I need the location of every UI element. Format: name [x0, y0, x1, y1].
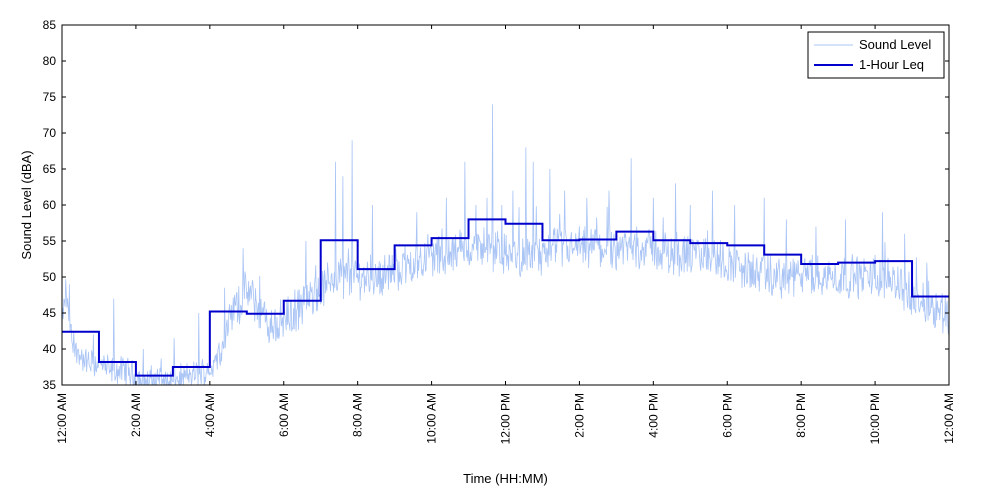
- y-tick-label: 65: [43, 162, 57, 176]
- y-tick-label: 55: [43, 234, 57, 248]
- x-tick-label: 6:00 AM: [277, 393, 291, 437]
- y-tick-label: 45: [43, 306, 57, 320]
- x-tick-label: 8:00 PM: [794, 393, 808, 438]
- x-axis: 12:00 AM 2:00 AM 4:00 AM 6:00 AM 8:00 AM 10:0…: [55, 25, 956, 444]
- x-tick-label: 2:00 AM: [129, 393, 143, 437]
- x-tick-label: 10:00 PM: [868, 393, 882, 444]
- x-tick-label: 2:00 PM: [572, 393, 586, 438]
- x-tick-label: 12:00 AM: [942, 393, 956, 444]
- legend-box: [807, 31, 945, 79]
- plot-area: [62, 25, 949, 385]
- y-tick-label: 60: [43, 198, 57, 212]
- y-tick-label: 35: [43, 378, 57, 392]
- x-tick-label: 12:00 AM: [55, 393, 69, 444]
- x-tick-label: 8:00 AM: [351, 393, 365, 437]
- series-layer: [62, 104, 949, 385]
- x-tick-label: 4:00 AM: [203, 393, 217, 437]
- x-tick-label: 12:00 PM: [499, 393, 513, 444]
- series-1-hour-leq: [62, 218, 949, 377]
- y-tick-label: 85: [43, 18, 57, 32]
- series-sound-level: [62, 104, 949, 385]
- legend: Sound Level 1-Hour Leq: [807, 31, 945, 79]
- y-tick-label: 70: [43, 126, 57, 140]
- plot-background: [62, 25, 949, 385]
- y-tick-label: 50: [43, 270, 57, 284]
- y-axis-title: Sound Level (dBA): [19, 150, 34, 259]
- x-tick-label: 10:00 AM: [425, 393, 439, 444]
- x-axis-title: Time (HH:MM): [463, 471, 548, 486]
- x-tick-label: 6:00 PM: [720, 393, 734, 438]
- legend-label-sound-level: Sound Level: [859, 37, 931, 52]
- y-tick-label: 80: [43, 54, 57, 68]
- x-tick-label: 4:00 PM: [646, 393, 660, 438]
- y-tick-label: 40: [43, 342, 57, 356]
- legend-label-leq: 1-Hour Leq: [859, 57, 924, 72]
- y-axis: 35 40 45 50 55 60 65 70 75 80 85: [43, 18, 949, 392]
- y-tick-label: 75: [43, 90, 57, 104]
